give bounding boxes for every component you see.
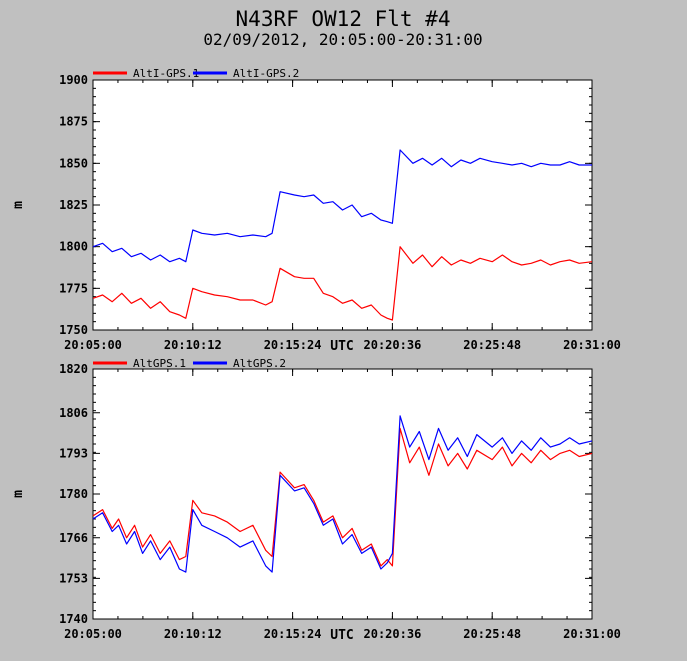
- y-tick-label: 1775: [59, 281, 88, 295]
- chart-subtitle: 02/09/2012, 20:05:00-20:31:00: [203, 30, 482, 49]
- y-tick-label: 1740: [59, 612, 88, 626]
- x-tick-label: 20:15:24: [264, 338, 322, 352]
- series-line-1: [92, 427, 593, 567]
- y-tick-label: 1825: [59, 198, 88, 212]
- x-tick-label: 20:10:12: [164, 627, 222, 641]
- y-tick-label: 1766: [59, 531, 88, 545]
- chart-panel-top: 1750 1775 1800 1825 1850 1875 1900 20:05:00 20:1…: [11, 67, 621, 354]
- x-tick-label: 20:31:00: [563, 338, 621, 352]
- plot-area: [92, 79, 593, 331]
- x-tick-label: 20:10:12: [164, 338, 222, 352]
- y-tick-label: 1750: [59, 323, 88, 337]
- legend-label: AltI-GPS.1: [133, 67, 199, 80]
- y-tick-label: 1793: [59, 446, 88, 460]
- x-tick-label: 20:31:00: [563, 627, 621, 641]
- y-tick-label: 1800: [59, 240, 88, 254]
- plot-area: [92, 368, 593, 620]
- x-axis-label: UTC: [330, 628, 353, 643]
- x-tick-label: 20:05:00: [64, 338, 122, 352]
- y-tick-label: 1780: [59, 487, 88, 501]
- series-line-2: [92, 149, 592, 263]
- x-tick-label: 20:25:48: [463, 627, 521, 641]
- legend-label: AltGPS.2: [233, 357, 286, 370]
- series-line-2: [92, 415, 593, 573]
- y-tick-label: 1850: [59, 156, 88, 170]
- y-axis-label: m: [11, 201, 26, 209]
- y-tick-label: 1753: [59, 571, 88, 585]
- x-tick-label: 20:20:36: [364, 338, 422, 352]
- x-axis-label: UTC: [330, 339, 353, 354]
- y-tick-label: 1820: [59, 362, 88, 376]
- x-tick-label: 20:15:24: [264, 627, 322, 641]
- x-tick-label: 20:05:00: [64, 627, 122, 641]
- y-tick-label: 1900: [59, 73, 88, 87]
- chart-panel-bottom: 1740 1753 1766 1780 1793 1806 1820 20:05:00 20:1…: [11, 357, 621, 643]
- x-tick-label: 20:25:48: [463, 338, 521, 352]
- y-tick-label: 1875: [59, 115, 88, 129]
- legend-label: AltI-GPS.2: [233, 67, 299, 80]
- legend-label: AltGPS.1: [133, 357, 186, 370]
- series-line-1: [92, 246, 593, 321]
- x-tick-label: 20:20:36: [364, 627, 422, 641]
- y-tick-label: 1806: [59, 406, 88, 420]
- chart-title: N43RF OW12 Flt #4: [236, 7, 451, 31]
- y-axis-label: m: [11, 490, 26, 498]
